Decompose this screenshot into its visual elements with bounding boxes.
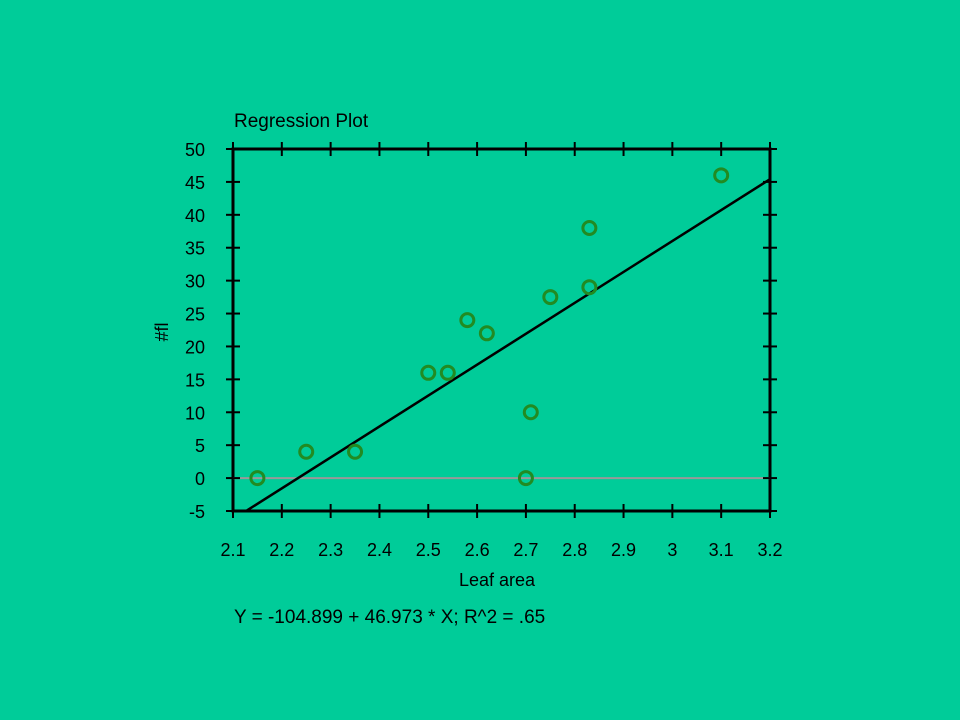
regression-line xyxy=(245,178,771,513)
x-tick-label: 2.6 xyxy=(465,540,490,560)
x-tick-label: 2.9 xyxy=(611,540,636,560)
data-point xyxy=(522,404,539,421)
y-tick-label: -5 xyxy=(189,502,205,522)
y-tick-label: 45 xyxy=(185,173,205,193)
x-axis-label: Leaf area xyxy=(459,570,536,590)
y-tick-label: 25 xyxy=(185,305,205,325)
y-axis-label: #fl xyxy=(152,322,172,341)
y-tick-label: 0 xyxy=(195,469,205,489)
plot-area xyxy=(231,147,772,513)
x-tick-label: 3.2 xyxy=(757,540,782,560)
regression-equation: Y = -104.899 + 46.973 * X; R^2 = .65 xyxy=(234,607,545,628)
x-tick-label: 2.1 xyxy=(220,540,245,560)
data-point xyxy=(249,470,266,487)
plot-frame xyxy=(231,147,772,513)
data-point xyxy=(581,279,598,296)
data-point xyxy=(542,289,559,306)
y-tick-label: 5 xyxy=(195,436,205,456)
data-point xyxy=(478,325,495,342)
data-point xyxy=(439,364,456,381)
data-point xyxy=(581,219,598,236)
y-tick-label: 40 xyxy=(185,206,205,226)
x-axis-ticks: 2.1 2.2 2.3 2.4 2.5 2.6 2.7 2.8 2.9 3 3.1 3.2 xyxy=(220,142,783,560)
data-point xyxy=(459,312,476,329)
y-tick-label: 10 xyxy=(185,403,205,423)
x-tick-label: 2.8 xyxy=(562,540,587,560)
data-point xyxy=(420,364,437,381)
data-point xyxy=(517,470,534,487)
x-tick-label: 2.4 xyxy=(367,540,392,560)
x-tick-label: 3 xyxy=(667,540,677,560)
y-tick-label: 35 xyxy=(185,239,205,259)
x-tick-label: 2.2 xyxy=(269,540,294,560)
y-tick-label: 30 xyxy=(185,272,205,292)
x-tick-label: 2.3 xyxy=(318,540,343,560)
x-tick-label: 2.5 xyxy=(416,540,441,560)
data-point xyxy=(298,443,315,460)
x-tick-label: 2.7 xyxy=(513,540,538,560)
data-point xyxy=(713,167,730,184)
data-point xyxy=(347,443,364,460)
y-tick-label: 50 xyxy=(185,140,205,160)
x-tick-label: 3.1 xyxy=(709,540,734,560)
chart-title: Regression Plot xyxy=(234,111,369,132)
y-tick-label: 20 xyxy=(185,337,205,357)
y-tick-label: 15 xyxy=(185,370,205,390)
